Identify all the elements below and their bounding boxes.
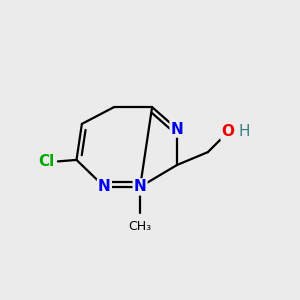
Text: Cl: Cl bbox=[38, 154, 55, 169]
Text: N: N bbox=[134, 179, 146, 194]
Text: O: O bbox=[221, 124, 235, 140]
Text: N: N bbox=[98, 179, 111, 194]
Text: H: H bbox=[239, 124, 250, 139]
Text: N: N bbox=[171, 122, 183, 136]
Text: CH₃: CH₃ bbox=[128, 220, 152, 233]
